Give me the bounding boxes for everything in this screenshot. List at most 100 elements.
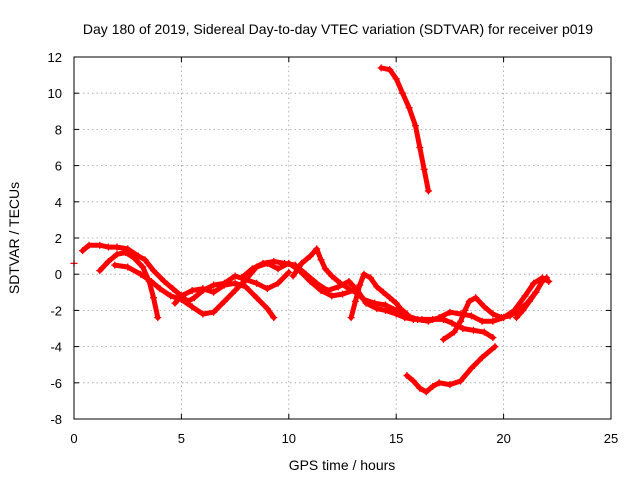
data-point-marker (270, 258, 278, 266)
data-point-marker (467, 364, 475, 372)
data-point-marker (396, 305, 404, 313)
series-arc-8 (347, 270, 411, 322)
data-point-marker (220, 281, 228, 289)
x-tick-label: 10 (282, 431, 296, 446)
data-point-marker (347, 314, 355, 322)
data-point-marker (210, 281, 218, 289)
y-axis-title: SDTVAR / TECUs (6, 182, 22, 294)
data-point-marker (104, 243, 112, 251)
data-point-marker (422, 388, 430, 396)
data-point-marker (130, 254, 138, 262)
data-point-marker (160, 277, 168, 285)
data-point-marker (281, 259, 289, 267)
data-point-marker (190, 294, 198, 302)
data-point-marker (403, 372, 411, 380)
chart-title: Day 180 of 2019, Sidereal Day-to-day VTE… (83, 21, 593, 37)
data-point-marker (298, 259, 306, 267)
data-point-marker (489, 310, 497, 318)
y-tick-label: 2 (55, 231, 62, 246)
data-point-marker (519, 306, 527, 314)
data-point-marker (154, 314, 162, 322)
data-point-marker (521, 292, 529, 300)
y-tick-label: 12 (48, 50, 62, 65)
data-point-marker (85, 241, 93, 249)
data-point-marker (328, 272, 336, 280)
y-tick-label: -8 (50, 412, 62, 427)
data-point-marker (137, 270, 145, 278)
series-arc-3 (96, 248, 162, 322)
data-point-marker (386, 66, 394, 74)
y-tick-label: 4 (55, 195, 62, 210)
data-point-marker (403, 310, 411, 318)
data-point-marker (356, 281, 364, 289)
data-point-marker (543, 274, 551, 282)
data-point-marker (270, 314, 278, 322)
data-point-marker (259, 259, 267, 267)
data-point-marker (525, 297, 533, 305)
data-point-marker (111, 261, 119, 269)
data-point-marker (399, 89, 407, 97)
data-point-marker (429, 315, 437, 323)
data-point-marker (317, 256, 325, 264)
data-point-marker (497, 314, 505, 322)
data-point-marker (478, 317, 486, 325)
data-point-marker (409, 377, 417, 385)
data-point-marker (379, 288, 387, 296)
y-tick-label: 6 (55, 159, 62, 174)
data-point-marker (512, 314, 520, 322)
data-point-marker (289, 272, 297, 280)
x-tick-label: 5 (178, 431, 185, 446)
x-tick-label: 15 (389, 431, 403, 446)
axis-ticks: 0 5 10 15 20 25 -8 -6 -4 -2 0 2 4 6 8 10 12 (48, 50, 619, 446)
data-point-marker (124, 263, 132, 271)
data-point-marker (467, 312, 475, 320)
data-point-marker (177, 292, 185, 300)
data-point-marker (448, 319, 456, 327)
data-point-marker (420, 165, 428, 173)
data-point-marker (149, 267, 157, 275)
data-point-marker (538, 277, 546, 285)
data-point-marker (321, 265, 329, 273)
data-point-marker (489, 317, 497, 325)
data-point-marker (362, 299, 370, 307)
data-point-marker (306, 252, 314, 260)
data-point-marker (478, 353, 486, 361)
data-point-marker (416, 384, 424, 392)
data-point-marker (392, 299, 400, 307)
data-point-marker (392, 75, 400, 83)
x-tick-label: 20 (496, 431, 510, 446)
data-point-marker (345, 277, 353, 285)
data-point-marker (409, 315, 417, 323)
data-point-marker (231, 279, 239, 287)
series-arc-7 (289, 245, 353, 293)
data-point-marker (366, 274, 374, 282)
data-point-marker (104, 258, 112, 266)
data-point-marker (360, 270, 368, 278)
data-point-marker (167, 292, 175, 300)
data-point-marker (351, 297, 359, 305)
data-point-marker (439, 315, 447, 323)
data-point-marker (530, 279, 538, 287)
x-tick-label: 25 (604, 431, 618, 446)
data-point-marker (328, 292, 336, 300)
data-point-marker (313, 279, 321, 287)
data-point-marker (113, 250, 121, 258)
data-point-marker (418, 315, 426, 323)
data-point-marker (122, 248, 130, 256)
data-point-marker (446, 381, 454, 389)
series-arc-10 (403, 343, 499, 396)
data-point-marker (339, 290, 346, 298)
data-point-marker (302, 270, 310, 278)
data-point-marker (96, 267, 104, 275)
data-point-marker (96, 241, 104, 249)
data-point-marker (199, 310, 207, 318)
data-point-marker (373, 283, 381, 291)
data-point-marker (285, 268, 293, 276)
data-point-marker (381, 306, 389, 314)
data-point-marker (171, 299, 179, 307)
data-point-marker (263, 305, 271, 313)
data-point-marker (459, 325, 467, 332)
data-series (70, 64, 553, 396)
data-point-marker (113, 243, 121, 251)
